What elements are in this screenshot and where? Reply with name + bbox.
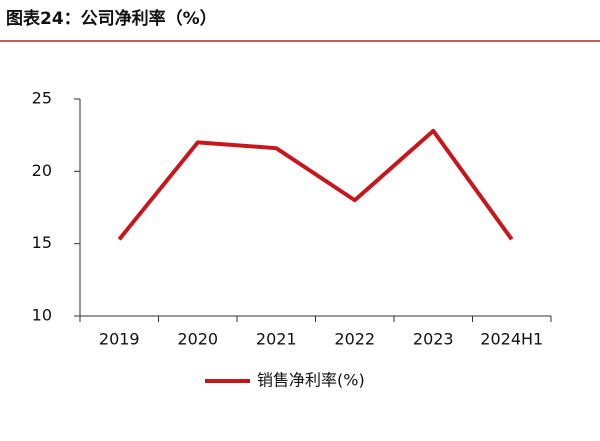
y-tick-label: 25 [32,89,52,108]
y-tick-label: 20 [32,161,52,180]
x-tick-label: 2024H1 [480,330,543,349]
x-tick-label: 2020 [177,330,218,349]
chart-title: 图表24：公司净利率（%） [6,8,217,29]
y-tick-label: 10 [32,306,52,325]
x-tick-label: 2019 [99,330,140,349]
data-line [117,128,514,241]
legend-label: 销售净利率(%) [257,371,365,390]
x-tick-label: 2023 [413,330,454,349]
x-tick-label: 2022 [334,330,375,349]
x-tick-label: 2021 [256,330,297,349]
y-tick-label: 15 [32,233,52,252]
